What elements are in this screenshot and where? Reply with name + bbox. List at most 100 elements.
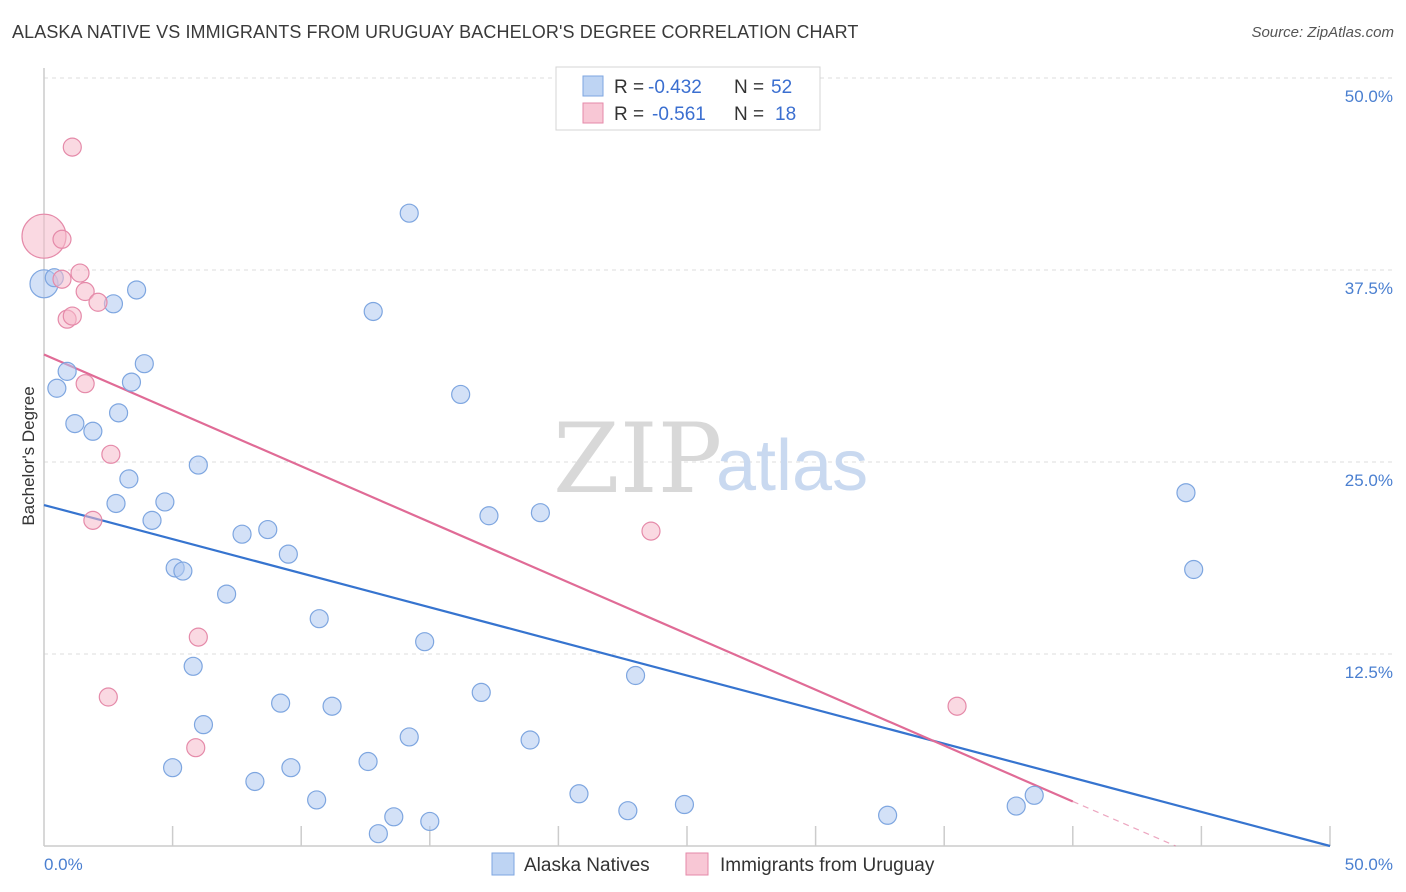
data-point-alaska-natives [258,519,278,540]
trend-line-extension-uruguay [1072,800,1176,847]
data-point-alaska-natives [108,403,129,423]
data-point-alaska-natives [217,584,237,604]
data-point-alaska-natives [674,794,695,815]
series-legend-swatch-uruguay [685,852,709,876]
data-point-alaska-natives [399,727,419,747]
data-point-uruguay [947,696,967,716]
data-point-alaska-natives [363,301,383,322]
trend-line-alaska-natives [43,503,1331,848]
data-point-alaska-natives [618,801,638,821]
data-point-alaska-natives [142,510,162,530]
data-point-alaska-natives [307,790,327,810]
data-point-alaska-natives [278,544,298,564]
data-point-alaska-natives [415,632,435,652]
data-point-uruguay [188,627,208,647]
axes-layer: 12.5% 25.0% 37.5% 50.0% 0.0% 50.0% [43,68,1393,874]
y-axis-title: Bachelor's Degree [19,386,38,525]
x-tick-label: 50.0% [1345,855,1393,874]
watermark: ZIP atlas [553,403,868,515]
data-point-uruguay [75,374,95,394]
data-point-alaska-natives [520,730,540,750]
legend-n-value: 18 [775,104,796,125]
data-point-alaska-natives [479,506,499,526]
data-point-uruguay [52,269,72,289]
data-point-uruguay [52,229,72,249]
data-point-alaska-natives [47,378,67,398]
data-point-uruguay [62,306,82,326]
data-point-uruguay [83,510,103,530]
legend-swatch-uruguay [582,102,604,124]
series-legend-swatch-alaska-natives [491,852,515,876]
data-point-alaska-natives [309,609,329,629]
data-point-uruguay [101,444,121,464]
data-point-alaska-natives [471,682,491,703]
data-point-alaska-natives [420,811,440,832]
legend-r-value: -0.561 [652,104,706,125]
correlation-legend: R = -0.432 N = 52 R = -0.561 N = 18 [555,66,821,131]
data-point-alaska-natives [451,384,471,405]
series-legend-label-alaska-natives: Alaska Natives [524,855,650,876]
legend-n-label: N = [734,104,764,125]
data-point-alaska-natives [65,414,85,434]
data-point-alaska-natives [625,665,646,686]
y-tick-label: 12.5% [1345,663,1393,682]
points-layer [21,137,1204,844]
legend-n-label: N = [734,77,764,98]
data-point-alaska-natives [569,784,589,804]
data-point-alaska-natives [83,421,103,441]
legend-r-label: R = [614,104,644,125]
data-point-alaska-natives [245,771,265,792]
data-point-uruguay [88,292,108,312]
data-point-alaska-natives [281,758,301,778]
data-point-alaska-natives [368,824,388,844]
data-point-alaska-natives [155,492,175,512]
data-point-alaska-natives [121,372,142,392]
data-point-alaska-natives [183,656,203,676]
data-point-alaska-natives [878,805,898,825]
series-legend-label-uruguay: Immigrants from Uruguay [720,855,935,876]
trend-layer [43,353,1331,848]
data-point-alaska-natives [57,361,77,381]
legend-n-value: 52 [771,77,792,98]
data-point-alaska-natives [193,715,214,735]
source-credit: Source: ZipAtlas.com [1251,24,1394,41]
data-point-alaska-natives [1024,785,1044,805]
data-point-alaska-natives [322,696,342,716]
data-point-alaska-natives [1006,796,1026,816]
data-point-uruguay [98,687,118,707]
data-point-alaska-natives [1184,559,1204,580]
data-point-uruguay [75,281,95,302]
y-axis-title-group: Bachelor's Degree [19,386,38,525]
watermark-atlas: atlas [716,426,868,506]
data-point-alaska-natives [271,693,291,713]
legend-r-label: R = [614,77,644,98]
data-point-alaska-natives [530,503,550,523]
data-point-alaska-natives [126,280,147,300]
data-point-alaska-natives [106,493,126,514]
data-point-alaska-natives [173,561,193,581]
data-point-uruguay [641,521,661,541]
data-point-alaska-natives [399,203,419,223]
chart-title: ALASKA NATIVE VS IMMIGRANTS FROM URUGUAY… [12,22,859,42]
y-tick-label: 50.0% [1345,87,1393,106]
data-point-uruguay [62,137,82,157]
data-point-alaska-natives [1176,483,1196,503]
data-point-alaska-natives [384,807,404,827]
legend-r-value: -0.432 [648,77,702,98]
data-point-alaska-natives [119,469,139,489]
x-tick-label: 0.0% [44,855,83,874]
data-point-alaska-natives [188,455,208,475]
data-point-uruguay [186,738,206,758]
data-point-alaska-natives [134,354,154,374]
trend-line-uruguay [43,353,1074,803]
data-point-alaska-natives [358,751,378,772]
data-point-alaska-natives [232,524,252,544]
data-point-alaska-natives [163,758,183,778]
y-tick-label: 25.0% [1345,471,1393,490]
series-legend: Alaska Natives Immigrants from Uruguay [491,852,935,876]
legend-swatch-alaska-natives [582,75,604,97]
y-tick-label: 37.5% [1345,279,1393,298]
watermark-zip: ZIP [553,403,722,515]
data-point-uruguay [70,263,90,283]
